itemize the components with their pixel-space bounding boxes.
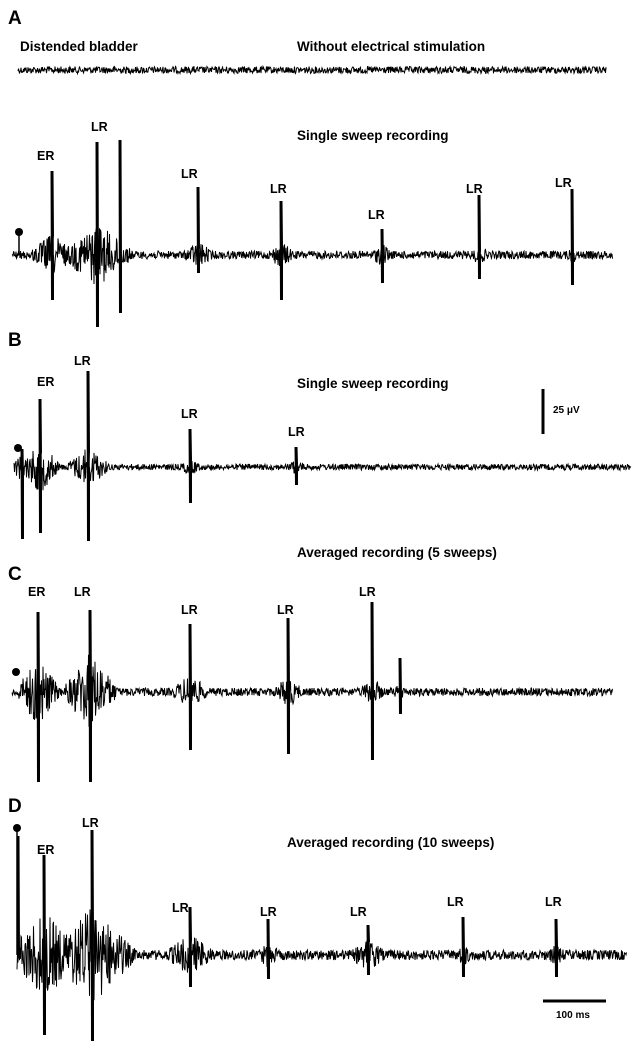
peak-label-d-er: ER <box>37 843 54 857</box>
trace-d-averaged-10 <box>16 829 627 1042</box>
stimulus-marker-c <box>12 668 20 676</box>
trace-c-averaged-5 <box>11 601 613 783</box>
caption-b-single-sweep: Single sweep recording <box>297 376 449 391</box>
peak-label-a-lr-2: LR <box>181 167 198 181</box>
caption-distended-bladder: Distended bladder <box>20 39 139 54</box>
stimulus-marker-d <box>13 824 21 832</box>
peak-label-b-lr-1: LR <box>74 354 91 368</box>
caption-without-stimulation: Without electrical stimulation <box>297 39 485 54</box>
panel-letter-a: A <box>8 8 22 29</box>
caption-d-averaged-10: Averaged recording (10 sweeps) <box>287 835 494 850</box>
trace-b-single-sweep <box>13 370 631 542</box>
panel-a: A Distended bladder Without electrical s… <box>8 8 572 236</box>
peak-label-c-lr-2: LR <box>181 603 198 617</box>
trace-a-baseline <box>17 64 607 76</box>
peak-label-d-lr-1: LR <box>82 816 99 830</box>
peak-label-a-lr-6: LR <box>555 176 572 190</box>
stimulus-marker-a <box>15 228 23 236</box>
peak-label-c-lr-3: LR <box>277 603 294 617</box>
panel-letter-d: D <box>8 796 22 817</box>
time-scale-label: 100 ms <box>556 1010 590 1021</box>
peak-label-d-lr-6: LR <box>545 895 562 909</box>
peak-label-c-er: ER <box>28 585 45 599</box>
panel-d: D Averaged recording (10 sweeps) ER LR L… <box>8 796 606 1021</box>
peak-label-d-lr-4: LR <box>350 905 367 919</box>
stimulus-marker-b <box>14 444 22 452</box>
panel-letter-b: B <box>8 330 22 351</box>
peak-label-b-er: ER <box>37 375 54 389</box>
peak-label-d-lr-2: LR <box>172 901 189 915</box>
caption-c-averaged-5: Averaged recording (5 sweeps) <box>297 545 497 560</box>
amplitude-scale-label: 25 μV <box>553 405 580 416</box>
panel-c: C Averaged recording (5 sweeps) ER LR LR… <box>8 545 497 676</box>
peak-label-a-lr-5: LR <box>466 182 483 196</box>
peak-label-c-lr-4: LR <box>359 585 376 599</box>
panel-b: B Single sweep recording ER LR LR LR 25 … <box>8 330 580 452</box>
peak-label-d-lr-3: LR <box>260 905 277 919</box>
trace-a-single-sweep <box>11 139 613 328</box>
peak-label-b-lr-2: LR <box>181 407 198 421</box>
peak-label-a-er: ER <box>37 149 54 163</box>
peak-label-d-lr-5: LR <box>447 895 464 909</box>
caption-a-single-sweep: Single sweep recording <box>297 128 449 143</box>
panel-letter-c: C <box>8 564 22 585</box>
peak-label-c-lr-1: LR <box>74 585 91 599</box>
peak-label-a-lr-4: LR <box>368 208 385 222</box>
peak-label-a-lr-3: LR <box>270 182 287 196</box>
peak-label-a-lr-1: LR <box>91 120 108 134</box>
peak-label-b-lr-3: LR <box>288 425 305 439</box>
